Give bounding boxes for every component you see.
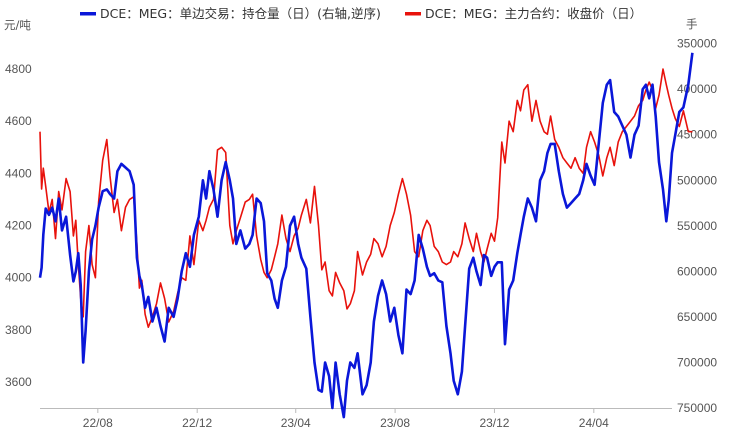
right-tick-label: 550000 xyxy=(677,219,717,233)
x-tick-label: 23/08 xyxy=(380,416,410,430)
right-axis-ticks: 350000 400000 450000 500000 550000 600000 6500… xyxy=(677,37,717,415)
legend-label-close: DCE：MEG：主力合约：收盘价（日） xyxy=(425,6,642,21)
x-tick-label: 23/04 xyxy=(281,416,311,430)
x-tick-label: 22/12 xyxy=(182,416,212,430)
legend-label-position: DCE：MEG：单边交易：持仓量（日）(右轴,逆序) xyxy=(100,6,381,21)
right-tick-label: 700000 xyxy=(677,355,717,369)
left-axis-unit: 元/吨 xyxy=(4,18,31,32)
x-tick-label: 24/04 xyxy=(579,416,609,430)
right-tick-label: 350000 xyxy=(677,37,717,51)
right-tick-label: 400000 xyxy=(677,82,717,96)
x-axis: 22/08 22/12 23/04 23/08 23/12 24/04 xyxy=(40,408,672,430)
legend-swatch-position xyxy=(80,12,96,16)
legend: DCE：MEG：单边交易：持仓量（日）(右轴,逆序) DCE：MEG：主力合约：… xyxy=(80,6,642,21)
series-layer xyxy=(38,52,694,419)
left-tick-label: 4400 xyxy=(5,166,32,180)
right-tick-label: 750000 xyxy=(677,401,717,415)
left-tick-label: 3600 xyxy=(5,375,32,389)
right-tick-label: 450000 xyxy=(677,128,717,142)
left-tick-label: 4800 xyxy=(5,62,32,76)
right-tick-label: 500000 xyxy=(677,173,717,187)
right-axis-unit: 手 xyxy=(686,17,698,31)
right-tick-label: 600000 xyxy=(677,264,717,278)
x-tick-label: 23/12 xyxy=(479,416,509,430)
legend-swatch-close xyxy=(405,12,421,16)
series-line-position xyxy=(38,52,694,419)
left-tick-label: 4200 xyxy=(5,219,32,233)
right-tick-label: 650000 xyxy=(677,310,717,324)
x-tick-label: 22/08 xyxy=(83,416,113,430)
left-tick-label: 4600 xyxy=(5,114,32,128)
series-line-close xyxy=(39,68,693,328)
left-tick-label: 4000 xyxy=(5,271,32,285)
left-tick-label: 3800 xyxy=(5,323,32,337)
left-axis-ticks: 3600 3800 4000 4200 4400 4600 4800 xyxy=(5,62,32,389)
